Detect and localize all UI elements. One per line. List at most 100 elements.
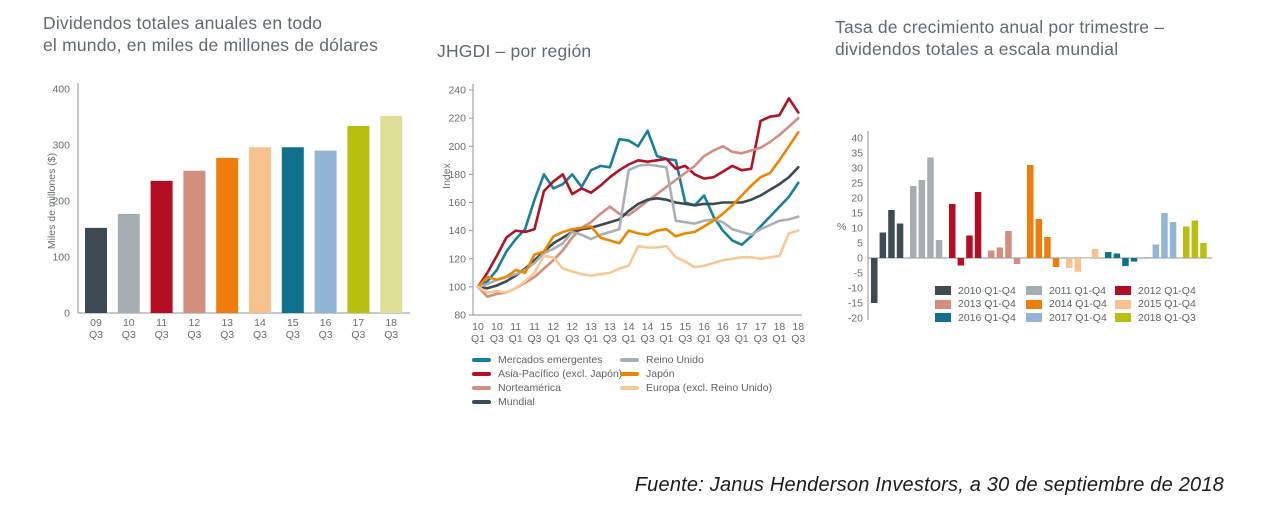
bar-2012-q4	[974, 192, 982, 258]
x-tick-year: 12	[566, 321, 578, 333]
x-tick-quarter: Q3	[528, 333, 542, 345]
x-tick-quarter: Q1	[659, 333, 673, 345]
y-tick-label: 200	[448, 141, 466, 153]
legend-swatch	[472, 372, 491, 376]
x-tick-year: 12	[548, 321, 560, 333]
y-tick-label: 15	[851, 208, 863, 220]
y-tick-label: 100	[52, 252, 70, 264]
legend-swatch	[935, 299, 951, 309]
bar-2018-q3	[1200, 243, 1207, 258]
x-tick-quarter: Q1	[471, 333, 485, 345]
x-tick-quarter: Q3	[187, 329, 201, 341]
x-tick-quarter: Q1	[772, 333, 786, 345]
legend-swatch	[935, 286, 951, 296]
x-tick-quarter: Q3	[641, 333, 655, 345]
legend-item-2018: 2018 Q1-Q3	[1115, 311, 1196, 325]
bar-2014-q3	[1044, 237, 1051, 258]
legend-label: Mercados emergentes	[498, 354, 603, 366]
bar-2014-q4	[1052, 258, 1060, 267]
x-tick-quarter: Q3	[565, 333, 579, 345]
x-tick-year: 17	[736, 321, 748, 333]
x-tick-year: 10	[123, 317, 135, 329]
growth-bar-chart-svg: 40 35 30 25 20 15 10 5 0 -5 -10 -15 -20	[848, 131, 1212, 325]
y-tick-label: 120	[448, 253, 466, 265]
y-tick-label: -20	[848, 313, 863, 325]
y-tick-label: 10	[851, 223, 863, 235]
series-line-mercados-emergentes	[476, 129, 800, 289]
x-tick-year: 13	[221, 317, 233, 329]
bar-2014-q1	[1027, 165, 1034, 258]
bar-2015-q4	[1091, 249, 1099, 258]
legend-item-asia-pac-fico-excl-jap-n-: Asia-Pacífico (excl. Japón)	[472, 367, 622, 381]
x-tick-year: 09	[90, 317, 102, 329]
y-tick-label: 30	[851, 163, 863, 175]
chart-title-line1: Tasa de crecimiento anual por trimestre …	[835, 17, 1165, 37]
legend-swatch	[935, 313, 951, 323]
chart-title-line1: Dividendos totales anuales en todo	[43, 13, 323, 33]
legend-label: 2013 Q1-Q4	[958, 298, 1016, 311]
x-tick-quarter: Q3	[678, 333, 692, 345]
legend-swatch	[620, 358, 639, 362]
growth-legend: 2010 Q1-Q4 2011 Q1-Q4 2012 Q1-Q4 2013 Q1-Q4…	[935, 284, 1196, 325]
legend-item-mercados-emergentes: Mercados emergentes	[472, 353, 620, 367]
y-axis-label: %	[837, 221, 847, 233]
legend-label: 2011 Q1-Q4	[1049, 284, 1107, 297]
x-tick-quarter: Q1	[622, 333, 636, 345]
legend-swatch	[472, 400, 491, 404]
y-tick-label: 0	[857, 253, 863, 265]
x-tick-year: 17	[353, 317, 365, 329]
bar-2017-q4	[1169, 222, 1177, 258]
bar-2016-q1	[1105, 252, 1112, 258]
x-tick-quarter: Q3	[155, 329, 169, 341]
bar-16-Q3	[314, 150, 337, 313]
bar-10-Q3	[117, 213, 140, 313]
legend-item-2014: 2014 Q1-Q4	[1026, 298, 1115, 312]
x-tick-quarter: Q3	[384, 329, 398, 341]
chart-title: Tasa de crecimiento anual por trimestre …	[835, 16, 1164, 60]
x-tick-quarter: Q3	[89, 329, 103, 341]
bar-14-Q3	[249, 147, 271, 313]
x-tick-year: 16	[698, 321, 710, 333]
x-tick-year: 15	[679, 321, 691, 333]
x-tick-quarter: Q1	[697, 333, 711, 345]
bar-2017-q3	[1161, 213, 1168, 258]
bar-2015-q1	[1066, 258, 1073, 268]
x-tick-year: 15	[661, 321, 673, 333]
y-tick-label: 80	[454, 310, 466, 322]
x-tick-quarter: Q3	[122, 329, 136, 341]
y-tick-label: 20	[851, 193, 863, 205]
x-tick-year: 18	[774, 321, 786, 333]
y-tick-label: 35	[851, 148, 863, 160]
bar-2018-q2	[1191, 220, 1199, 258]
x-tick-year: 13	[604, 321, 616, 333]
bar-17-Q3	[347, 125, 370, 314]
x-tick-year: 15	[287, 317, 299, 329]
x-tick-year: 11	[510, 321, 521, 333]
bar-2011-q1	[910, 186, 917, 258]
bar-2015-q3	[1083, 258, 1090, 259]
bar-2011-q3	[927, 157, 934, 258]
bar-2013-q4	[1013, 258, 1021, 264]
x-tick-quarter: Q3	[253, 329, 267, 341]
jhgdi-line-chart-svg: 2402202001801601401201008010Q110Q311Q111…	[448, 84, 805, 345]
chart-jhgdi-by-region: JHGDI – por región Index 240 220 200 180 160…	[430, 0, 830, 430]
y-tick-label: 160	[448, 197, 466, 209]
x-tick-quarter: Q3	[319, 329, 333, 341]
legend-swatch	[1026, 299, 1042, 309]
bar-12-Q3	[183, 170, 206, 313]
series-line-norteam-rica	[476, 116, 800, 298]
x-tick-year: 12	[189, 317, 201, 329]
bar-2015-q2	[1074, 258, 1082, 272]
y-tick-label: 200	[52, 196, 70, 208]
y-tick-label: 100	[448, 281, 466, 293]
x-tick-quarter: Q1	[546, 333, 560, 345]
bar-2011-q2	[918, 180, 926, 258]
bar-2016-q2	[1113, 253, 1121, 258]
legend-item-2015: 2015 Q1-Q4	[1115, 298, 1196, 312]
bar-2012-q2	[957, 258, 965, 266]
bar-2016-q3	[1122, 258, 1129, 267]
series-line-asia-pac-fico-excl-jap-n-	[476, 97, 800, 289]
legend-item-2017: 2017 Q1-Q4	[1026, 311, 1115, 325]
legend-item-2011: 2011 Q1-Q4	[1026, 284, 1115, 298]
